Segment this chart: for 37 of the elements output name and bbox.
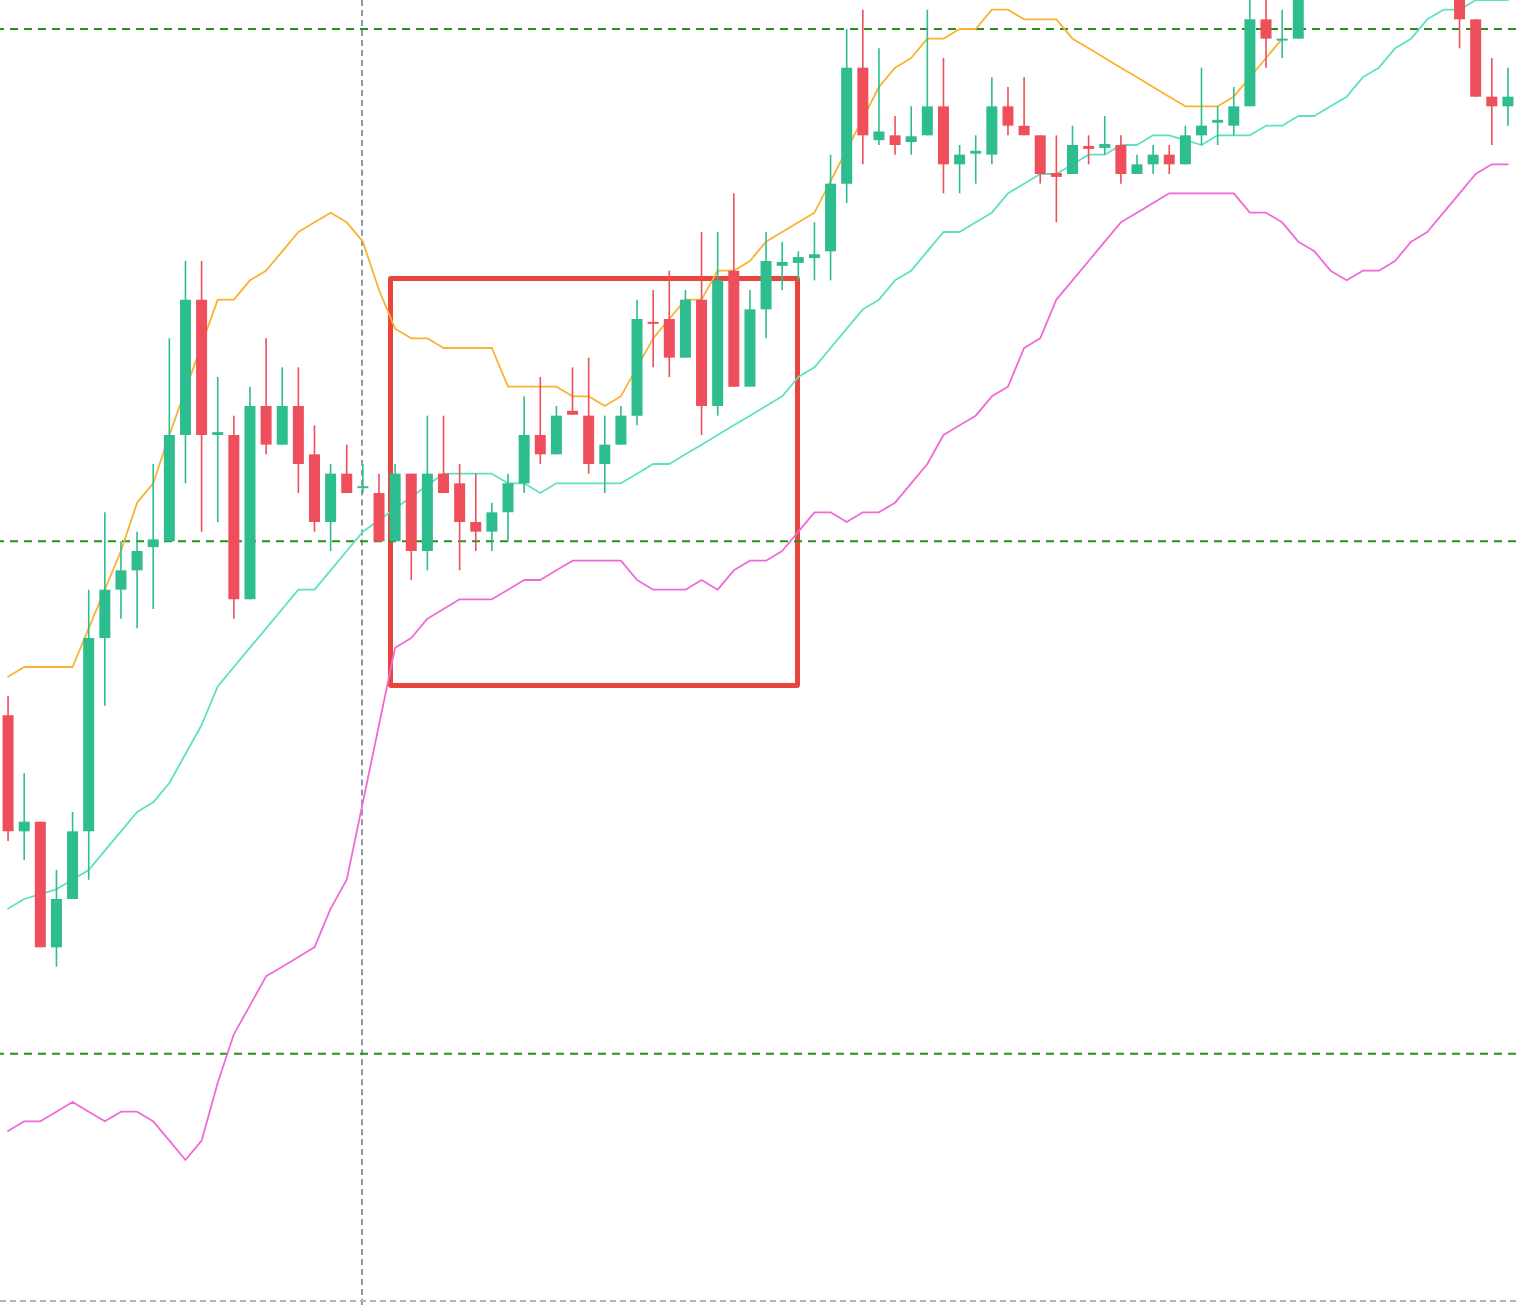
candlestick: [792, 250, 804, 282]
candlestick: [534, 376, 546, 465]
candlestick: [1050, 134, 1062, 224]
candlestick: [1083, 134, 1095, 166]
candlestick: [1454, 0, 1466, 50]
candlestick: [647, 289, 659, 369]
candlestick: [776, 240, 788, 291]
candlestick: [970, 134, 982, 185]
candlestick: [889, 115, 901, 156]
candlestick: [1276, 8, 1288, 59]
candlestick: [341, 443, 353, 494]
candlestick: [808, 221, 820, 282]
candlestick: [212, 376, 224, 523]
candlestick: [1147, 144, 1159, 175]
candlestick: [873, 47, 885, 146]
candlestick: [1099, 115, 1111, 156]
candlestick: [1002, 86, 1014, 137]
candlestick: [131, 530, 143, 630]
candlestick: [357, 463, 369, 494]
candlestick: [1502, 66, 1514, 127]
candlestick: [567, 366, 579, 416]
candlestick: [1212, 105, 1224, 146]
candlestick: [1260, 0, 1272, 69]
candlestick: [147, 463, 159, 610]
candlestick: [486, 501, 498, 552]
candlestick: [115, 540, 127, 620]
candlestick: [1018, 76, 1030, 137]
candlestick: [599, 414, 611, 494]
candlestick: [1163, 144, 1175, 175]
candlestick: [954, 144, 966, 195]
candlestick: [1486, 57, 1498, 146]
candlestick: [1196, 66, 1208, 146]
candlestick: [438, 414, 450, 494]
candlestick: [1228, 86, 1240, 137]
candlestick: [18, 772, 30, 862]
candlestick: [905, 105, 917, 156]
candlestick: [470, 472, 482, 552]
